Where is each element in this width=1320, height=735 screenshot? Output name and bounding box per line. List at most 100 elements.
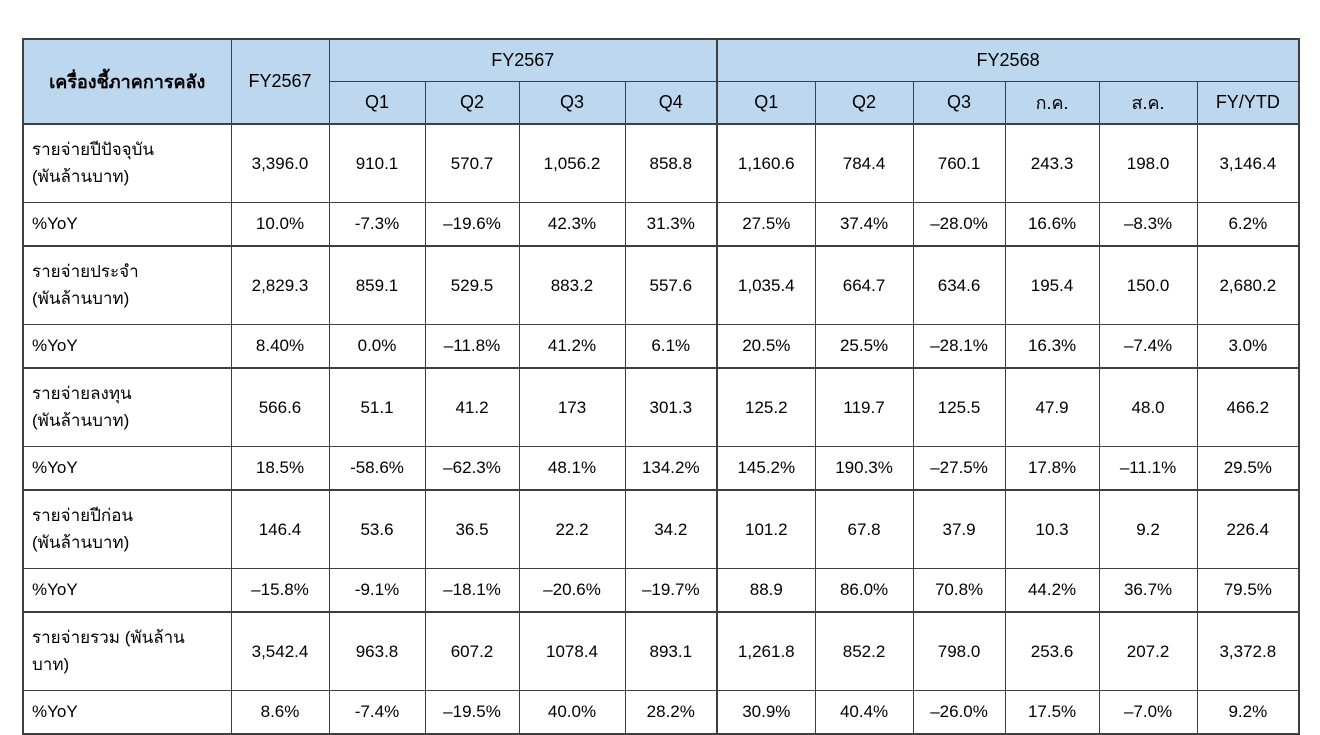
table-row: รายจ่ายประจำ (พันล้านบาท) 2,829.3 859.1 529… xyxy=(22,245,1300,325)
value-cell: 1,160.6 xyxy=(716,123,816,203)
value-cell: 226.4 xyxy=(1196,489,1300,569)
value-cell: –28.1% xyxy=(912,324,1006,369)
value-cell: 47.9 xyxy=(1004,367,1100,447)
value-cell: 6.1% xyxy=(624,324,718,369)
value-cell: 146.4 xyxy=(230,489,330,569)
fy2568-q3-header: Q3 xyxy=(912,81,1006,125)
table-row: %YoY 8.6% -7.4% –19.5% 40.0% 28.2% 30.9% 40.4% –… xyxy=(22,690,1300,735)
value-cell: 607.2 xyxy=(424,611,520,691)
table-row: รายจ่ายปีก่อน (พันล้านบาท) 146.4 53.6 36.5 2… xyxy=(22,489,1300,569)
value-cell: 566.6 xyxy=(230,367,330,447)
table-body: รายจ่ายปีปัจจุบัน (พันล้านบาท) 3,396.0 910… xyxy=(22,123,1300,735)
value-cell: 3.0% xyxy=(1196,324,1300,369)
header-period-row: Q1 Q2 Q3 Q4 Q1 Q2 Q3 ก.ค. ส.ค. FY/YTD xyxy=(23,81,1300,125)
value-cell: 3,542.4 xyxy=(230,611,330,691)
value-cell: 125.5 xyxy=(912,367,1006,447)
table-row: %YoY 10.0% -7.3% –19.6% 42.3% 31.3% 27.5% 37.4%… xyxy=(22,202,1300,247)
value-cell: 150.0 xyxy=(1098,245,1198,325)
value-cell: 37.9 xyxy=(912,489,1006,569)
table-row: รายจ่ายลงทุน (พันล้านบาท) 566.6 51.1 41.2 17… xyxy=(22,367,1300,447)
yoy-row-label: %YoY xyxy=(22,446,232,491)
value-cell: 858.8 xyxy=(624,123,718,203)
value-cell: 51.1 xyxy=(328,367,426,447)
value-cell: 145.2% xyxy=(716,446,816,491)
expense-row-label: รายจ่ายรวม (พันล้าน บาท) xyxy=(22,611,232,691)
value-cell: 634.6 xyxy=(912,245,1006,325)
value-cell: 29.5% xyxy=(1196,446,1300,491)
value-cell: 963.8 xyxy=(328,611,426,691)
fy2568-jul-header: ก.ค. xyxy=(1004,81,1100,125)
value-cell: 9.2% xyxy=(1196,690,1300,735)
value-cell: 198.0 xyxy=(1098,123,1198,203)
value-cell: 798.0 xyxy=(912,611,1006,691)
value-cell: 16.6% xyxy=(1004,202,1100,247)
value-cell: 910.1 xyxy=(328,123,426,203)
table-row: %YoY 18.5% -58.6% –62.3% 48.1% 134.2% 145.2% 19… xyxy=(22,446,1300,491)
value-cell: 8.40% xyxy=(230,324,330,369)
value-cell: 2,829.3 xyxy=(230,245,330,325)
fy2567-q4-header: Q4 xyxy=(624,81,718,125)
value-cell: 67.8 xyxy=(814,489,914,569)
value-cell: –20.6% xyxy=(518,568,626,613)
value-cell: 253.6 xyxy=(1004,611,1100,691)
value-cell: 195.4 xyxy=(1004,245,1100,325)
value-cell: 125.2 xyxy=(716,367,816,447)
value-cell: 40.4% xyxy=(814,690,914,735)
value-cell: -7.4% xyxy=(328,690,426,735)
value-cell: –19.7% xyxy=(624,568,718,613)
value-cell: 3,396.0 xyxy=(230,123,330,203)
value-cell: 557.6 xyxy=(624,245,718,325)
value-cell: 893.1 xyxy=(624,611,718,691)
value-cell: 1,056.2 xyxy=(518,123,626,203)
value-cell: 243.3 xyxy=(1004,123,1100,203)
expense-row-label: รายจ่ายลงทุน (พันล้านบาท) xyxy=(22,367,232,447)
value-cell: 70.8% xyxy=(912,568,1006,613)
value-cell: –15.8% xyxy=(230,568,330,613)
value-cell: -7.3% xyxy=(328,202,426,247)
fy2568-q1-header: Q1 xyxy=(716,81,816,125)
fy2567-q1-header: Q1 xyxy=(328,81,426,125)
value-cell: –27.5% xyxy=(912,446,1006,491)
value-cell: 20.5% xyxy=(716,324,816,369)
value-cell: 48.0 xyxy=(1098,367,1198,447)
value-cell: 34.2 xyxy=(624,489,718,569)
value-cell: 40.0% xyxy=(518,690,626,735)
fy2567-annual-header: FY2567 xyxy=(230,38,330,125)
value-cell: 760.1 xyxy=(912,123,1006,203)
value-cell: 16.3% xyxy=(1004,324,1100,369)
yoy-row-label: %YoY xyxy=(22,568,232,613)
value-cell: 28.2% xyxy=(624,690,718,735)
value-cell: 664.7 xyxy=(814,245,914,325)
value-cell: –7.4% xyxy=(1098,324,1198,369)
value-cell: 1,035.4 xyxy=(716,245,816,325)
fy2567-group-header: FY2567 xyxy=(328,38,718,82)
value-cell: 207.2 xyxy=(1098,611,1198,691)
value-cell: 301.3 xyxy=(624,367,718,447)
value-cell: 36.7% xyxy=(1098,568,1198,613)
value-cell: –11.1% xyxy=(1098,446,1198,491)
fiscal-indicators-table: เครื่องชี้ภาคการคลัง FY2567 FY2567 FY256… xyxy=(22,38,1301,735)
value-cell: 17.5% xyxy=(1004,690,1100,735)
value-cell: 10.3 xyxy=(1004,489,1100,569)
value-cell: –28.0% xyxy=(912,202,1006,247)
value-cell: 570.7 xyxy=(424,123,520,203)
value-cell: 27.5% xyxy=(716,202,816,247)
value-cell: –8.3% xyxy=(1098,202,1198,247)
value-cell: 134.2% xyxy=(624,446,718,491)
fy2568-group-header: FY2568 xyxy=(716,38,1300,82)
value-cell: –26.0% xyxy=(912,690,1006,735)
value-cell: 44.2% xyxy=(1004,568,1100,613)
value-cell: –18.1% xyxy=(424,568,520,613)
value-cell: 859.1 xyxy=(328,245,426,325)
value-cell: 883.2 xyxy=(518,245,626,325)
value-cell: 22.2 xyxy=(518,489,626,569)
value-cell: 41.2 xyxy=(424,367,520,447)
value-cell: 25.5% xyxy=(814,324,914,369)
value-cell: 466.2 xyxy=(1196,367,1300,447)
fy2567-q3-header: Q3 xyxy=(518,81,626,125)
value-cell: 784.4 xyxy=(814,123,914,203)
indicator-column-header: เครื่องชี้ภาคการคลัง xyxy=(22,38,232,125)
value-cell: 101.2 xyxy=(716,489,816,569)
value-cell: -58.6% xyxy=(328,446,426,491)
value-cell: 31.3% xyxy=(624,202,718,247)
